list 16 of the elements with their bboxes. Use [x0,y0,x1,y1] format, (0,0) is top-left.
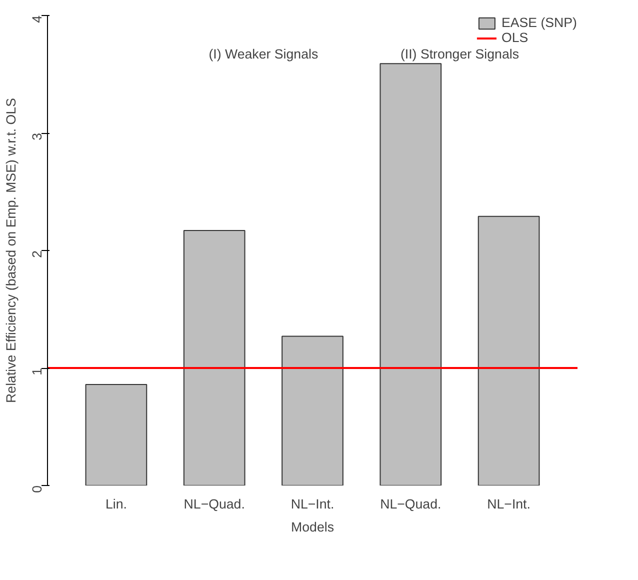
y-tick-label: 3 [30,132,44,140]
x-tick-label: Lin. [105,496,127,512]
x-axis-title: Models [291,520,334,534]
y-tick-label: 2 [30,250,44,258]
legend-label: OLS [501,30,528,45]
y-tick-label: 1 [30,368,44,376]
legend-label: EASE (SNP) [501,15,577,30]
annotation: (I) Weaker Signals [208,46,318,62]
y-axis-title: Relative Efficiency (based on Emp. MSE) w.r.t. OLS [4,98,18,403]
x-tick-label: NL−Quad. [184,496,245,512]
y-tick-label: 0 [30,485,44,493]
x-tick-label: NL−Quad. [380,496,442,512]
annotation: (II) Stronger Signals [400,46,520,62]
x-tick-label: NL−Int. [290,496,334,512]
x-tick-label: NL−Int. [487,496,530,512]
y-tick-label: 4 [30,14,44,23]
